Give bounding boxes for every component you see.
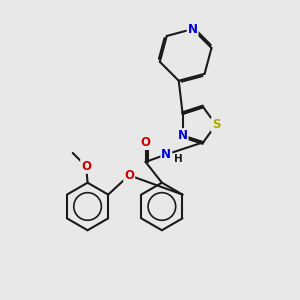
Text: O: O [81,160,91,173]
Text: S: S [212,118,220,131]
Text: H: H [174,154,183,164]
Text: N: N [188,22,198,36]
Text: N: N [161,148,171,161]
Text: O: O [124,169,134,182]
Text: O: O [140,136,151,149]
Text: N: N [178,129,188,142]
